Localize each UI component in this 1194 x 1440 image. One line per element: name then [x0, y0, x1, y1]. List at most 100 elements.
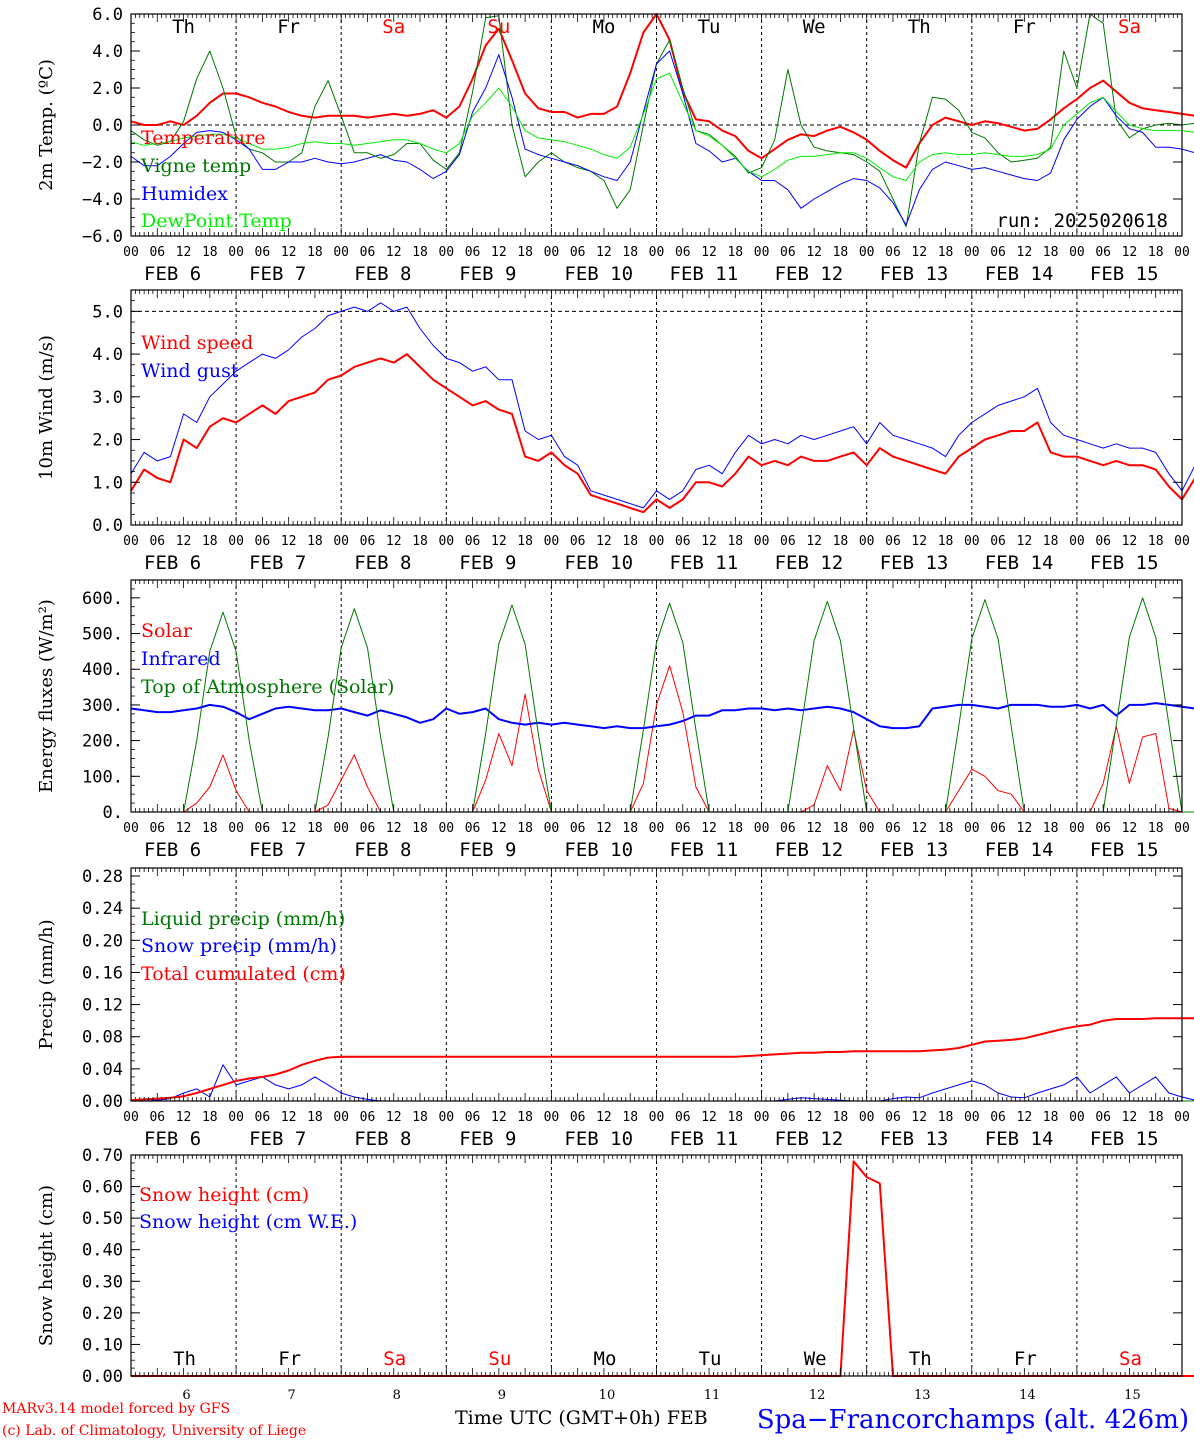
y-tick-label: 100. [82, 767, 123, 787]
y-tick-label: 0.60 [82, 1178, 123, 1198]
x-date-label: FEB 9 [459, 1128, 516, 1150]
y-tick-label: 0.0 [92, 116, 123, 136]
x-hour-label: 00 [1069, 534, 1085, 549]
x-hour-label: 00 [333, 534, 349, 549]
weekday-label-top: Mo [593, 16, 616, 38]
x-hour-label: 00 [754, 534, 770, 549]
x-hour-label: 06 [149, 821, 165, 836]
x-hour-label: 12 [491, 821, 507, 836]
series-line-wind-1 [130, 302, 1194, 509]
x-hour-label: 18 [307, 1110, 323, 1125]
x-hour-label: 12 [701, 245, 717, 260]
x-hour-label: 18 [412, 245, 428, 260]
x-date-label: FEB 12 [775, 1128, 844, 1150]
series-line-wind-0 [130, 353, 1194, 514]
x-hour-label: 18 [517, 534, 533, 549]
x-hour-label: 06 [1095, 1110, 1111, 1125]
x-hour-label: 00 [754, 821, 770, 836]
weekday-label-top: Sa [1118, 16, 1141, 38]
x-hour-label: 18 [1043, 821, 1059, 836]
x-hour-label: 00 [438, 821, 454, 836]
y-tick-label: 0.04 [82, 1060, 123, 1080]
x-hour-label: 00 [438, 534, 454, 549]
legend-entry: Snow height (cm) [139, 1184, 309, 1206]
x-hour-label: 00 [123, 245, 139, 260]
x-hour-label: 12 [491, 534, 507, 549]
x-date-label: FEB 10 [564, 263, 633, 285]
x-hour-label: 12 [911, 245, 927, 260]
x-hour-label: 12 [806, 245, 822, 260]
series-line-temperature-1 [130, 13, 1194, 228]
x-date-label: FEB 12 [775, 552, 844, 574]
x-hour-label: 12 [281, 534, 297, 549]
x-hour-label: 06 [149, 1110, 165, 1125]
legend-entry: Solar [141, 620, 193, 642]
x-hour-label: 00 [964, 1110, 980, 1125]
x-date-label: FEB 10 [564, 839, 633, 861]
x-hour-label: 12 [911, 534, 927, 549]
x-hour-label: 12 [386, 821, 402, 836]
weekday-label-bottom: Fr [1014, 1348, 1037, 1370]
x-hour-label: 00 [544, 821, 560, 836]
y-tick-label: 0.20 [82, 1304, 123, 1324]
x-hour-label: 00 [228, 534, 244, 549]
x-date-label: FEB 13 [880, 263, 949, 285]
x-date-label: FEB 10 [564, 552, 633, 574]
x-hour-label: 00 [123, 1110, 139, 1125]
weekday-label-bottom: Sa [1119, 1348, 1142, 1370]
legend-entry: Total cumulated (cm) [141, 963, 346, 985]
x-hour-label: 18 [412, 534, 428, 549]
weekday-label-bottom: Th [173, 1348, 196, 1370]
x-date-label: FEB 15 [1090, 263, 1159, 285]
x-hour-label: 12 [176, 245, 192, 260]
series-line-temperature-3 [130, 72, 1194, 181]
x-hour-label: 18 [517, 821, 533, 836]
x-hour-label: 06 [675, 245, 691, 260]
x-date-label: FEB 6 [144, 263, 201, 285]
legend-entry: Wind gust [141, 360, 239, 382]
x-hour-label: 06 [465, 245, 481, 260]
day-number-label: 8 [393, 1388, 401, 1403]
x-hour-label: 18 [833, 245, 849, 260]
x-date-label: FEB 12 [775, 839, 844, 861]
x-hour-label: 00 [1174, 245, 1190, 260]
x-hour-label: 00 [1174, 1110, 1190, 1125]
y-tick-label: 0.16 [82, 963, 123, 983]
y-tick-label: 5.0 [92, 302, 123, 322]
x-hour-label: 06 [990, 245, 1006, 260]
series-line-precip-2 [130, 1017, 1194, 1102]
day-number-label: 6 [182, 1388, 190, 1403]
x-hour-label: 00 [228, 245, 244, 260]
x-hour-label: 12 [596, 821, 612, 836]
x-hour-label: 06 [990, 821, 1006, 836]
x-date-label: FEB 7 [249, 839, 306, 861]
x-hour-label: 12 [386, 534, 402, 549]
x-hour-label: 18 [412, 821, 428, 836]
x-hour-label: 18 [1043, 534, 1059, 549]
x-hour-label: 12 [176, 534, 192, 549]
x-date-label: FEB 15 [1090, 552, 1159, 574]
x-date-label: FEB 6 [144, 839, 201, 861]
x-hour-label: 00 [859, 821, 875, 836]
x-date-label: FEB 14 [985, 1128, 1054, 1150]
y-tick-label: 200. [82, 732, 123, 752]
x-hour-label: 00 [123, 821, 139, 836]
y-tick-label: 0.10 [82, 1335, 123, 1355]
x-hour-label: 00 [544, 245, 560, 260]
y-tick-label: −4.0 [82, 190, 123, 210]
y-tick-label: 0. [103, 803, 123, 823]
weekday-label-top: Su [487, 16, 510, 38]
series-line-temperature-0 [130, 13, 1194, 169]
x-hour-label: 18 [727, 1110, 743, 1125]
x-date-label: FEB 9 [459, 263, 516, 285]
x-hour-label: 06 [990, 1110, 1006, 1125]
x-hour-label: 06 [885, 534, 901, 549]
x-hour-label: 00 [964, 534, 980, 549]
x-hour-label: 06 [255, 245, 271, 260]
x-hour-label: 18 [622, 245, 638, 260]
x-hour-label: 06 [465, 1110, 481, 1125]
y-tick-label: 6.0 [92, 5, 123, 25]
x-date-label: FEB 9 [459, 552, 516, 574]
x-date-label: FEB 12 [775, 263, 844, 285]
x-date-label: FEB 15 [1090, 1128, 1159, 1150]
